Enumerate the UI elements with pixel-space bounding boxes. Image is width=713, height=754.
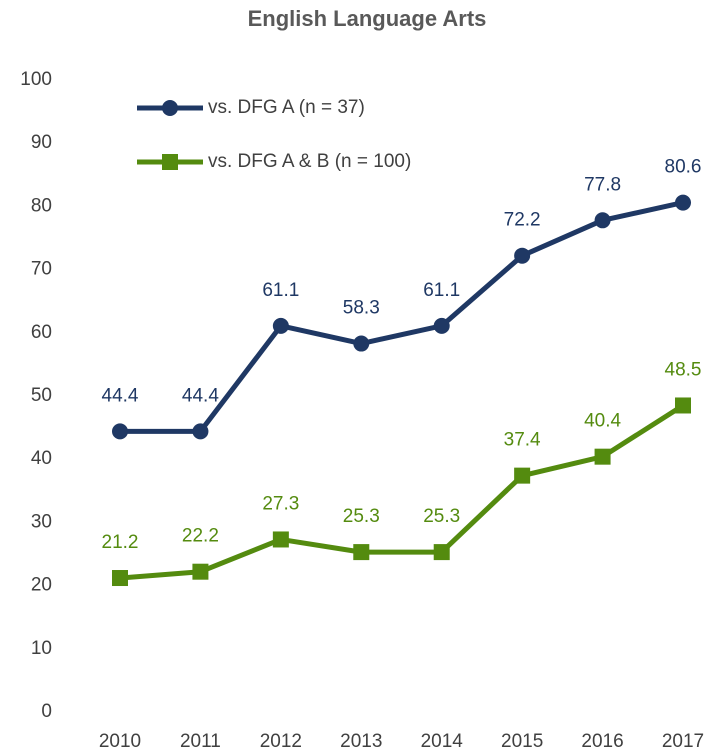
data-label: 25.3 — [423, 506, 460, 527]
data-label: 61.1 — [262, 280, 299, 301]
data-label: 40.4 — [584, 411, 621, 432]
chart-title: English Language Arts — [248, 6, 487, 31]
x-tick-label: 2014 — [421, 731, 464, 752]
data-label: 48.5 — [665, 359, 702, 380]
data-point — [433, 317, 450, 334]
y-tick-label: 20 — [31, 575, 52, 596]
legend-label: vs. DFG A (n = 37) — [208, 97, 365, 118]
data-label: 25.3 — [343, 506, 380, 527]
data-point — [112, 570, 128, 587]
data-label: 72.2 — [504, 210, 541, 231]
y-tick-label: 100 — [20, 69, 52, 90]
x-tick-label: 2017 — [662, 731, 704, 752]
data-label: 77.8 — [584, 174, 621, 195]
x-tick-label: 2011 — [180, 731, 221, 752]
y-tick-label: 90 — [31, 132, 52, 153]
data-label: 22.2 — [182, 526, 219, 547]
data-point — [433, 544, 450, 561]
data-point — [514, 467, 531, 484]
y-tick-label: 70 — [31, 259, 52, 280]
data-point — [192, 423, 209, 440]
series-line — [119, 403, 685, 581]
data-point — [514, 247, 531, 264]
y-tick-label: 50 — [31, 385, 52, 406]
data-point — [272, 531, 289, 548]
y-tick-label: 80 — [31, 195, 52, 216]
x-tick-label: 2013 — [340, 731, 382, 752]
data-point — [594, 448, 611, 465]
data-label: 44.4 — [182, 385, 219, 406]
data-point — [272, 317, 289, 334]
data-label: 44.4 — [102, 385, 139, 406]
legend-marker — [162, 100, 178, 116]
y-tick-label: 10 — [31, 638, 52, 659]
y-tick-label: 30 — [31, 511, 52, 532]
x-tick-label: 2015 — [501, 731, 543, 752]
data-point — [675, 397, 691, 414]
data-label: 58.3 — [343, 298, 380, 319]
x-tick-label: 2010 — [99, 731, 141, 752]
x-tick-label: 2016 — [581, 731, 623, 752]
legend-marker — [162, 154, 178, 170]
data-label: 61.1 — [423, 280, 460, 301]
data-label: 21.2 — [102, 532, 139, 553]
y-tick-label: 60 — [31, 322, 52, 343]
y-tick-label: 0 — [41, 701, 52, 722]
legend-label: vs. DFG A & B (n = 100) — [208, 151, 411, 172]
data-point — [192, 563, 209, 580]
series-line — [120, 200, 684, 434]
data-point — [353, 544, 370, 561]
data-point — [353, 335, 370, 352]
data-point — [112, 423, 128, 440]
data-point — [675, 194, 691, 211]
data-label: 27.3 — [262, 493, 299, 514]
data-point — [594, 212, 611, 229]
x-tick-label: 2012 — [260, 731, 302, 752]
data-label: 80.6 — [665, 157, 702, 178]
data-label: 37.4 — [504, 430, 541, 451]
y-tick-label: 40 — [31, 448, 52, 469]
